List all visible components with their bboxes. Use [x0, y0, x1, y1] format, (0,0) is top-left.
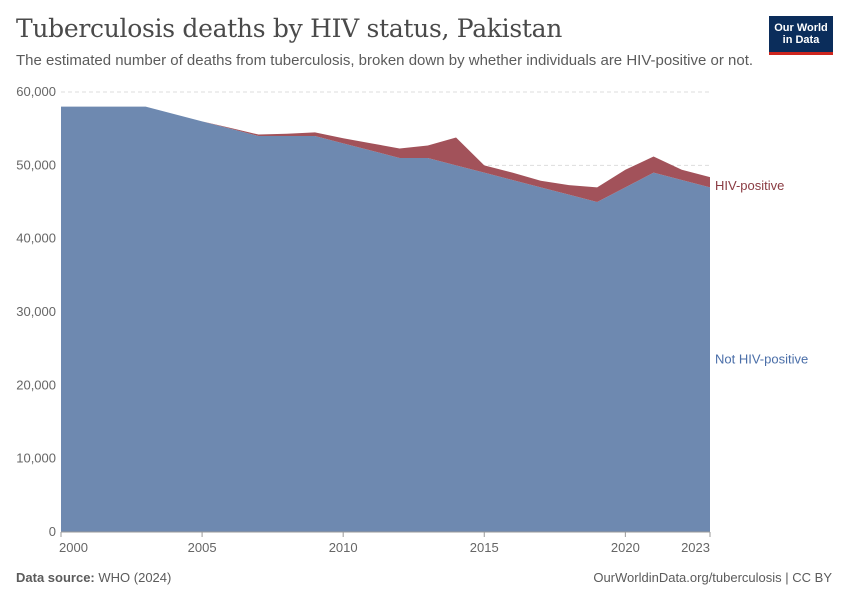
areas	[61, 106, 710, 533]
series-labels: HIV-positive Not HIV-positive	[715, 178, 808, 366]
source-label: Data source:	[16, 570, 95, 585]
y-tick-label: 20,000	[16, 377, 56, 392]
source-value[interactable]: WHO (2024)	[98, 570, 172, 585]
x-tick-label: 2020	[611, 540, 640, 555]
y-tick-label: 0	[49, 524, 56, 539]
y-tick-label: 40,000	[16, 231, 56, 246]
area-not-hiv-positive	[61, 106, 710, 533]
owid-logo[interactable]: Our World in Data	[769, 16, 833, 55]
logo-line-2: in Data	[782, 34, 820, 46]
x-tick-label: 2015	[470, 540, 499, 555]
url-license[interactable]: OurWorldinData.org/tuberculosis | CC BY	[593, 570, 832, 585]
y-tick-label: 50,000	[16, 157, 56, 172]
data-source: Data source: WHO (2024)	[16, 570, 171, 585]
series-label-not-hiv-positive: Not HIV-positive	[715, 351, 808, 366]
y-tick-label: 60,000	[16, 84, 56, 99]
chart-title: Tuberculosis deaths by HIV status, Pakis…	[16, 14, 563, 43]
area-hiv-positive	[61, 106, 710, 202]
x-tick-label: 2000	[59, 540, 88, 555]
x-tick-label: 2005	[188, 540, 217, 555]
logo-line-1: Our World	[774, 22, 828, 34]
axes: 0 10,000 20,000 30,000 40,000 50,000 60,000 200…	[16, 84, 711, 555]
series-label-hiv-positive: HIV-positive	[715, 178, 784, 193]
y-tick-label: 10,000	[16, 451, 56, 466]
y-tick-label: 30,000	[16, 304, 56, 319]
chart-subtitle: The estimated number of deaths from tube…	[16, 52, 754, 69]
x-tick-label: 2010	[329, 540, 358, 555]
x-tick-label: 2023	[681, 540, 710, 555]
